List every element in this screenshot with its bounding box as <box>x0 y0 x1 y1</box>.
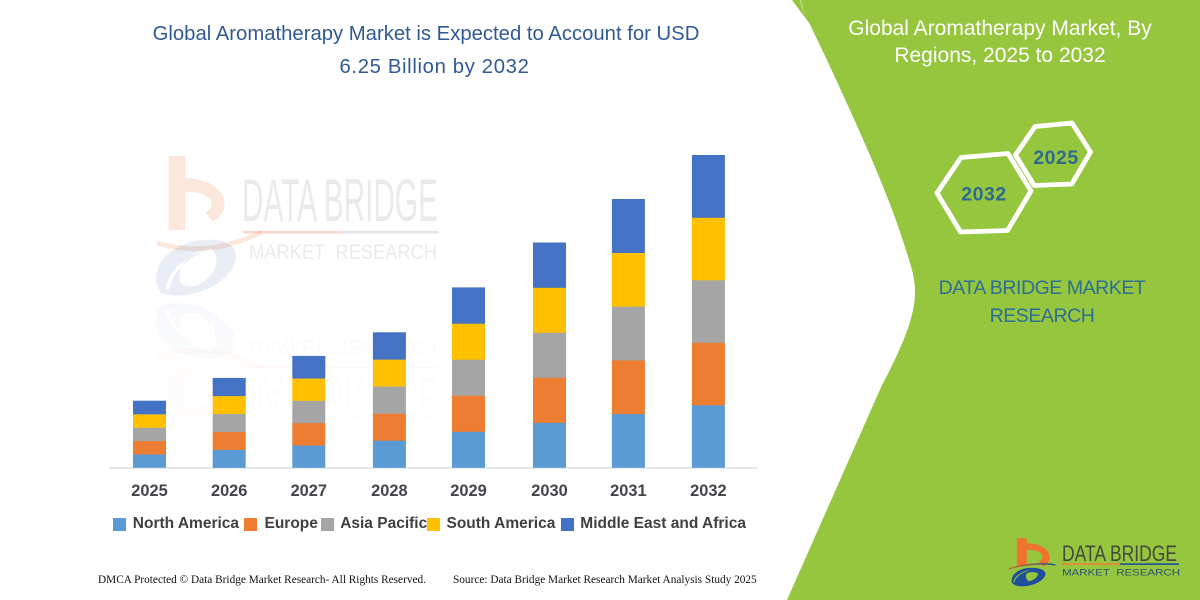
svg-text:2032: 2032 <box>961 184 1006 206</box>
svg-text:MARKET RESEARCH: MARKET RESEARCH <box>1062 568 1180 579</box>
svg-text:DATA BRIDGE: DATA BRIDGE <box>1062 541 1177 566</box>
svg-text:MARKET RESEARCH: MARKET RESEARCH <box>249 241 437 264</box>
svg-text:2025: 2025 <box>1033 147 1078 169</box>
svg-text:DATA BRIDGE: DATA BRIDGE <box>242 167 438 234</box>
